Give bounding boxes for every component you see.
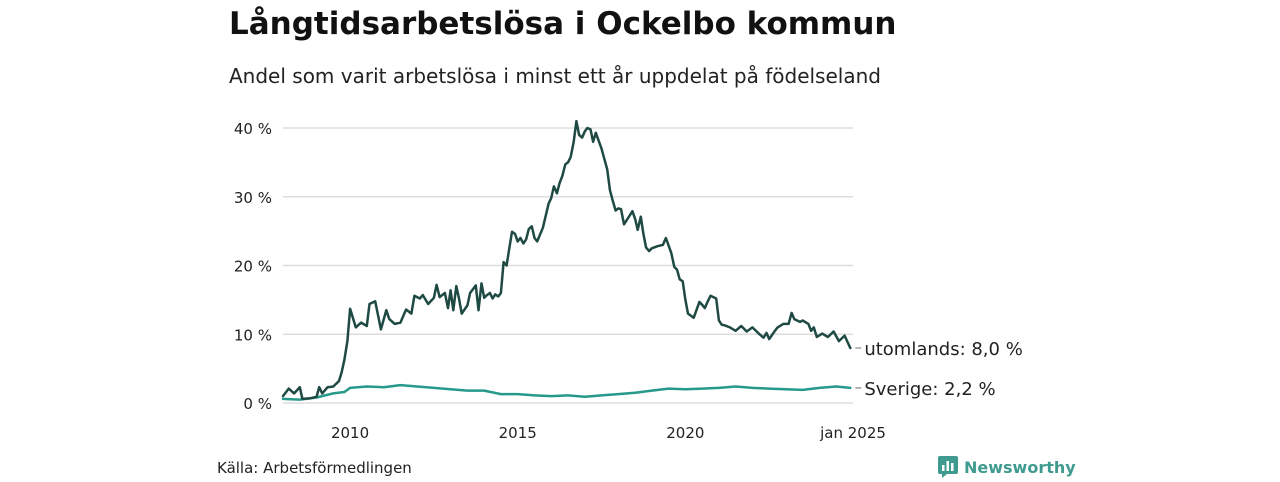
end-label-layer: utomlands: 8,0 % Sverige: 2,2 %: [855, 339, 1023, 400]
y-tick-label: 0 %: [243, 395, 272, 413]
y-tick-label: 20 %: [234, 258, 272, 276]
y-tick-label: 30 %: [234, 189, 272, 207]
series-line-utomlands: [283, 121, 850, 399]
end-label-sverige: Sverige: 2,2 %: [864, 379, 995, 400]
x-tick-label: 2015: [499, 424, 537, 442]
x-tick-label: 2010: [331, 424, 369, 442]
newsworthy-logo[interactable]: Newsworthy: [938, 456, 1076, 478]
bar-chart-icon: [938, 456, 958, 478]
series-layer: [283, 121, 850, 400]
x-tick-label: jan 2025: [819, 424, 886, 442]
brand-name: Newsworthy: [964, 458, 1076, 477]
x-tick-label: 2020: [666, 424, 704, 442]
y-tick-label: 40 %: [234, 120, 272, 138]
y-tick-label: 10 %: [234, 326, 272, 344]
series-line-sverige: [283, 385, 850, 400]
grid-layer: [283, 128, 853, 403]
end-label-utomlands: utomlands: 8,0 %: [864, 339, 1023, 360]
source-note: Källa: Arbetsförmedlingen: [217, 459, 412, 477]
